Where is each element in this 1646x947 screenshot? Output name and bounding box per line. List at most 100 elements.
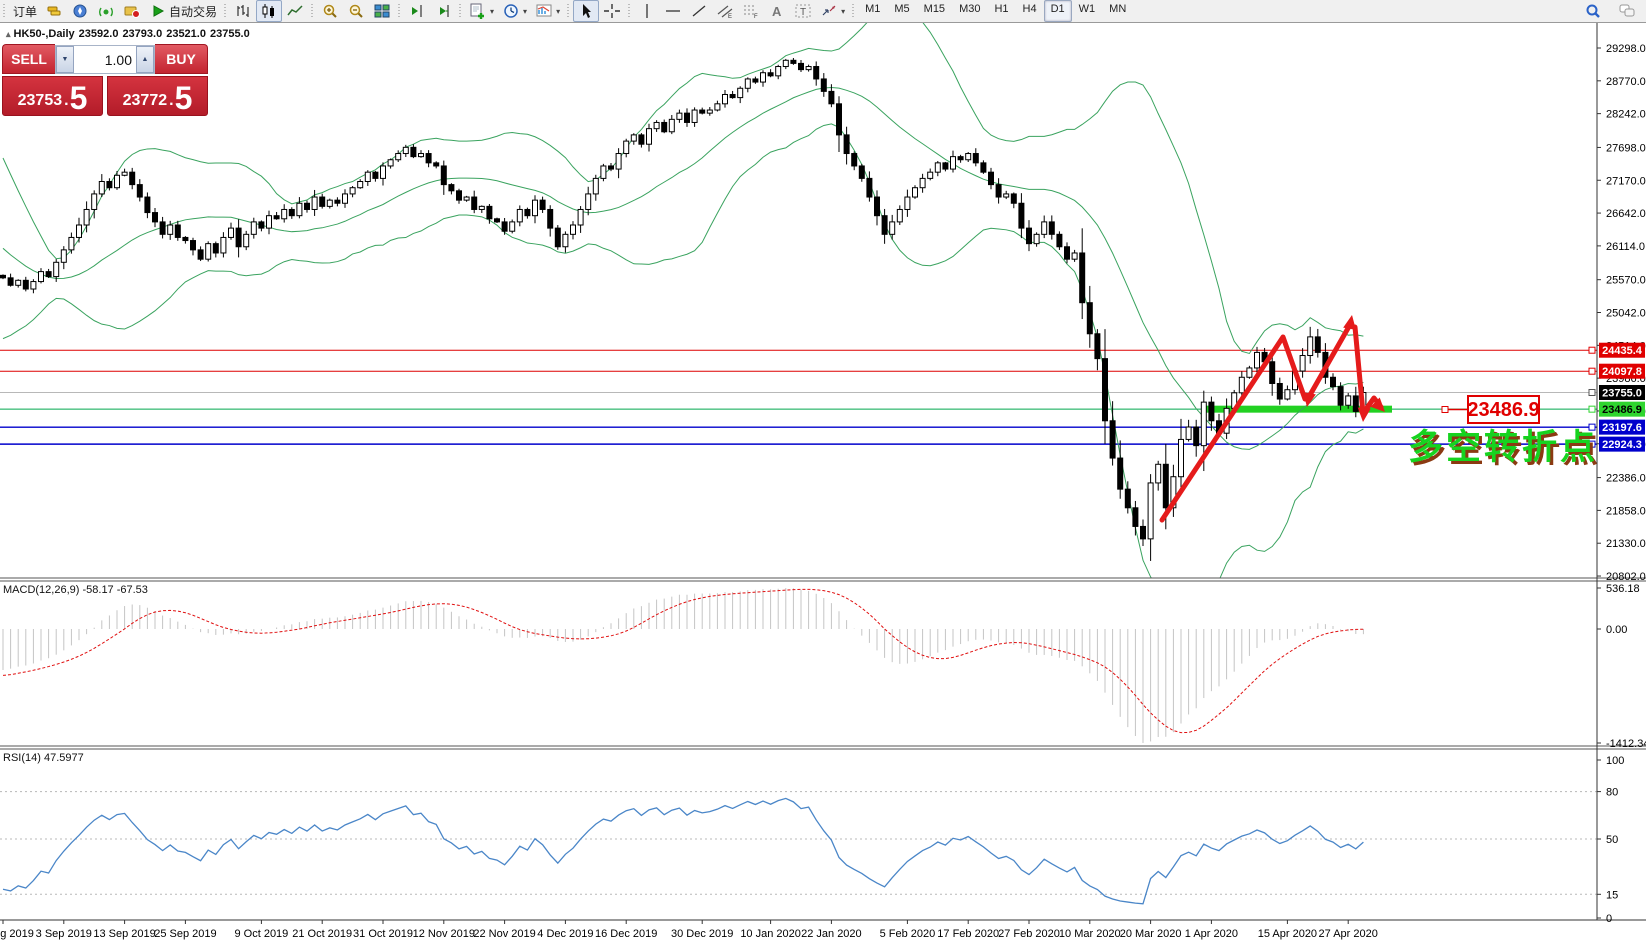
volume-stepper: ▼ ▲ xyxy=(55,45,155,74)
navigator-icon[interactable] xyxy=(67,0,93,22)
macd-label: MACD(12,26,9) -58.17 -67.53 xyxy=(3,584,148,596)
timeframe-h1-button[interactable]: H1 xyxy=(994,3,1009,15)
dropdown-arrow-icon[interactable]: ▾ xyxy=(490,6,495,16)
svg-text:80: 80 xyxy=(1606,787,1618,799)
svg-text:4 Dec 2019: 4 Dec 2019 xyxy=(537,928,593,940)
timeframe-m5-button[interactable]: M5 xyxy=(894,3,910,15)
svg-text:1 Apr 2020: 1 Apr 2020 xyxy=(1185,928,1238,940)
svg-text:25570.0: 25570.0 xyxy=(1606,275,1646,287)
signals-icon[interactable] xyxy=(93,0,119,22)
svg-text:15 Apr 2020: 15 Apr 2020 xyxy=(1258,928,1317,940)
toolbar-grip xyxy=(566,3,572,19)
horizontal-lines[interactable] xyxy=(0,349,1597,445)
chat-button[interactable] xyxy=(1614,0,1640,22)
svg-text:27170.0: 27170.0 xyxy=(1606,175,1646,187)
arrows-button[interactable]: ▾ xyxy=(816,0,849,22)
chart-line-button[interactable] xyxy=(282,0,308,22)
rsi-line xyxy=(2,797,1364,905)
svg-text:F: F xyxy=(754,14,758,19)
templates-button[interactable]: ▾ xyxy=(531,0,564,22)
svg-text:24097.8: 24097.8 xyxy=(1602,366,1642,378)
axes xyxy=(0,22,1646,921)
terminal-icon[interactable] xyxy=(119,0,145,22)
auto-scroll-button[interactable] xyxy=(430,0,456,22)
fibonacci-button[interactable]: F xyxy=(738,0,764,22)
timeframe-h4-button[interactable]: H4 xyxy=(1022,3,1037,15)
svg-text:17 Feb 2020: 17 Feb 2020 xyxy=(937,928,999,940)
volume-input[interactable] xyxy=(74,46,136,73)
svg-text:E: E xyxy=(728,14,732,19)
sell-price-main: 23753 xyxy=(17,92,63,109)
bull-bear-turning-point-annotation[interactable]: 多空转折点 xyxy=(1408,428,1599,467)
zoom-in-button[interactable] xyxy=(317,0,343,22)
market-watch-icon[interactable] xyxy=(41,0,67,22)
svg-text:10 Mar 2020: 10 Mar 2020 xyxy=(1059,928,1121,940)
label-button[interactable]: T xyxy=(790,0,816,22)
toolbar-grip xyxy=(458,3,464,19)
candles xyxy=(0,57,1367,561)
tile-windows-button[interactable] xyxy=(369,0,395,22)
svg-text:29298.0: 29298.0 xyxy=(1606,43,1646,55)
timeframe-d1-button[interactable]: D1 xyxy=(1043,0,1072,22)
symbol-info: ▴ HK50-,Daily 23592.0 23793.0 23521.0 23755.0 xyxy=(6,28,254,40)
svg-text:A: A xyxy=(772,4,782,19)
bollinger-bands xyxy=(2,22,1364,578)
one-click-trade-panel: SELL ▼ ▲ BUY 23753.5 23772.5 xyxy=(2,44,208,116)
toolbar-groups: 订单 自动交易 ▾ ▾ ▾ E F A T ▾ M1 M5 M15 M30 H1 H4 D1 W1 MN xyxy=(0,0,1133,22)
timeframe-m1-button[interactable]: M1 xyxy=(865,3,881,15)
buy-price-main: 23772 xyxy=(122,92,168,109)
svg-text:30 Dec 2019: 30 Dec 2019 xyxy=(671,928,733,940)
price-callout-annotation[interactable]: 23486.9 xyxy=(1441,395,1540,424)
vline-button[interactable] xyxy=(634,0,660,22)
svg-text:9 Oct 2019: 9 Oct 2019 xyxy=(234,928,288,940)
svg-text:12 Nov 2019: 12 Nov 2019 xyxy=(413,928,475,940)
thick-green-support-line[interactable] xyxy=(1202,405,1392,413)
chart-bars-button[interactable] xyxy=(230,0,256,22)
sell-price-pip: 5 xyxy=(69,79,88,116)
chart-shift-button[interactable] xyxy=(404,0,430,22)
dropdown-arrow-icon[interactable]: ▾ xyxy=(523,6,528,16)
trendline-button[interactable] xyxy=(686,0,712,22)
volume-decrease-button[interactable]: ▼ xyxy=(56,46,74,73)
buy-price[interactable]: 23772. 5 xyxy=(107,76,208,116)
sell-button[interactable]: SELL xyxy=(2,44,55,74)
orders-button[interactable]: 订单 xyxy=(13,4,38,19)
sell-price[interactable]: 23753. 5 xyxy=(2,76,103,116)
chart-candles-button[interactable] xyxy=(256,0,283,22)
periods-button[interactable]: ▾ xyxy=(498,0,531,22)
search-button[interactable] xyxy=(1580,0,1606,22)
svg-text:25042.0: 25042.0 xyxy=(1606,308,1646,320)
rsi-panel xyxy=(0,791,1597,905)
timeframe-w1-button[interactable]: W1 xyxy=(1078,3,1096,15)
timeframe-m15-button[interactable]: M15 xyxy=(923,3,946,15)
svg-text:T: T xyxy=(800,7,806,18)
cursor-button[interactable] xyxy=(573,0,600,22)
text-button[interactable]: A xyxy=(764,0,790,22)
dropdown-arrow-icon[interactable]: ▾ xyxy=(841,6,846,16)
timeframe-mn-button[interactable]: MN xyxy=(1109,3,1127,15)
svg-text:20802.0: 20802.0 xyxy=(1606,571,1646,583)
dropdown-arrow-icon[interactable]: ▾ xyxy=(556,6,561,16)
svg-text:28242.0: 28242.0 xyxy=(1606,109,1646,121)
hline-button[interactable] xyxy=(660,0,686,22)
volume-increase-button[interactable]: ▲ xyxy=(136,46,154,73)
collapse-arrow-icon[interactable]: ▴ xyxy=(6,29,11,39)
toolbar-right-group xyxy=(1580,0,1640,22)
toolbar-grip xyxy=(2,3,7,19)
new-chart-button[interactable]: ▾ xyxy=(465,0,498,22)
buy-button[interactable]: BUY xyxy=(155,44,208,74)
svg-text:23197.6: 23197.6 xyxy=(1602,422,1642,434)
timeframe-m30-button[interactable]: M30 xyxy=(959,3,981,15)
crosshair-button[interactable] xyxy=(599,0,625,22)
svg-text:0.00: 0.00 xyxy=(1606,624,1627,636)
svg-text:20 Mar 2020: 20 Mar 2020 xyxy=(1120,928,1182,940)
svg-text:23486.9: 23486.9 xyxy=(1467,399,1539,421)
zigzag-annotation[interactable] xyxy=(1159,315,1385,523)
svg-text:15: 15 xyxy=(1606,889,1618,901)
channel-button[interactable]: E xyxy=(712,0,738,22)
zoom-out-button[interactable] xyxy=(343,0,369,22)
autotrade-button[interactable]: 自动交易 xyxy=(145,0,221,22)
